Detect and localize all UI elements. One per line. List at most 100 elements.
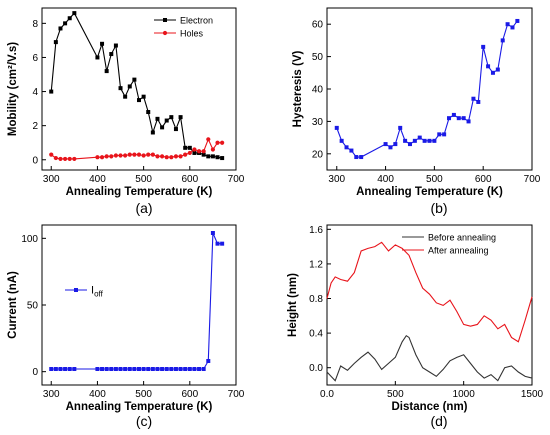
series-line-2 [326, 241, 533, 343]
legend-marker [163, 18, 167, 22]
legend-marker [162, 30, 168, 36]
x-tick-label: 1000 [453, 389, 476, 400]
x-tick-label: 600 [475, 174, 492, 185]
x-tick-label: 300 [43, 174, 60, 185]
data-point [187, 150, 192, 156]
x-tick-label: 300 [43, 389, 60, 400]
y-tick-label: 0.0 [309, 363, 323, 374]
data-point [192, 367, 197, 371]
data-point [388, 145, 393, 150]
data-point [220, 156, 225, 161]
data-point [155, 116, 160, 121]
data-point [118, 153, 123, 158]
data-point [58, 156, 63, 162]
x-tick-label: 700 [524, 174, 541, 185]
data-point [206, 359, 211, 363]
data-point [113, 153, 119, 158]
y-tick-label: 8 [32, 19, 38, 30]
x-tick-label: 500 [426, 174, 443, 185]
data-point [127, 84, 132, 89]
data-point [100, 41, 105, 46]
chart-panel-b: 300 400 500 600 700 20 30 40 50 60 Annealing Tempe… [292, 7, 541, 216]
data-point [62, 156, 68, 162]
y-tick-label: 50 [27, 301, 39, 312]
data-point [104, 69, 109, 74]
series-line-1 [50, 12, 223, 159]
x-axis-label: Annealing Temperature (K) [66, 401, 213, 413]
data-point [210, 231, 215, 235]
x-tick-label: 700 [228, 174, 245, 185]
data-point [490, 70, 495, 75]
data-point [99, 155, 105, 160]
data-point [118, 367, 123, 371]
series-line-2 [50, 137, 223, 160]
data-point [427, 138, 432, 143]
data-point [118, 86, 123, 91]
data-point [132, 152, 137, 157]
legend-entry: Ioff [91, 285, 104, 299]
y-tick-label: 1.6 [309, 225, 323, 236]
data-point [187, 145, 192, 150]
y-tick-label: 100 [21, 234, 38, 245]
y-axis-label: Height (nm) [287, 273, 299, 337]
panel-label: (b) [430, 200, 447, 216]
data-point [136, 152, 142, 157]
y-tick-label: 50 [312, 52, 324, 63]
data-point [67, 16, 72, 21]
data-point [220, 241, 225, 246]
y-tick-label: 0 [32, 367, 38, 378]
data-point [215, 140, 220, 145]
data-point [169, 367, 174, 371]
data-point [178, 154, 183, 159]
data-point [417, 135, 422, 140]
series-line-1 [336, 20, 518, 158]
data-point [67, 156, 72, 162]
data-point [510, 25, 515, 30]
data-point [393, 142, 398, 147]
data-point [155, 367, 160, 371]
y-tick-label: 40 [312, 85, 324, 96]
data-point [159, 154, 165, 159]
data-point [53, 367, 58, 371]
data-point [339, 138, 344, 143]
y-tick-label: 30 [312, 117, 324, 128]
y-tick-label: 0.4 [309, 329, 323, 340]
data-point [215, 155, 220, 160]
x-tick-label: 600 [181, 389, 198, 400]
panel-label: (c) [136, 413, 152, 429]
data-point [132, 77, 137, 82]
data-point [169, 155, 174, 160]
series-line-1 [51, 232, 223, 370]
data-point [137, 98, 141, 103]
data-point [183, 145, 188, 150]
data-point [173, 367, 178, 371]
data-point [137, 367, 141, 371]
data-point [146, 152, 151, 157]
x-tick-label: 500 [135, 174, 152, 185]
plot-frame [326, 7, 533, 171]
data-point [178, 115, 183, 120]
data-point [495, 67, 500, 72]
y-tick-label: 20 [312, 149, 324, 160]
plot-frame [326, 224, 533, 386]
data-point [164, 118, 169, 123]
x-tick-label: 400 [377, 174, 394, 185]
data-point [481, 44, 486, 49]
data-point [123, 153, 128, 158]
data-point [192, 150, 197, 155]
data-point [104, 154, 109, 159]
data-point [141, 94, 146, 99]
data-point [146, 110, 151, 115]
data-point [146, 367, 151, 371]
data-point [183, 152, 188, 157]
data-point [141, 153, 146, 158]
x-axis-label: Distance (nm) [391, 401, 467, 413]
chart-panel-c: 300 400 500 600 700 0 50 100 Annealing Temperatu… [7, 224, 245, 429]
data-point [150, 130, 155, 135]
data-point [95, 155, 100, 160]
y-tick-label: 4 [32, 87, 38, 98]
data-point [403, 138, 408, 143]
data-point [197, 367, 202, 371]
y-tick-label: 1.2 [309, 259, 323, 270]
data-point [127, 152, 132, 157]
